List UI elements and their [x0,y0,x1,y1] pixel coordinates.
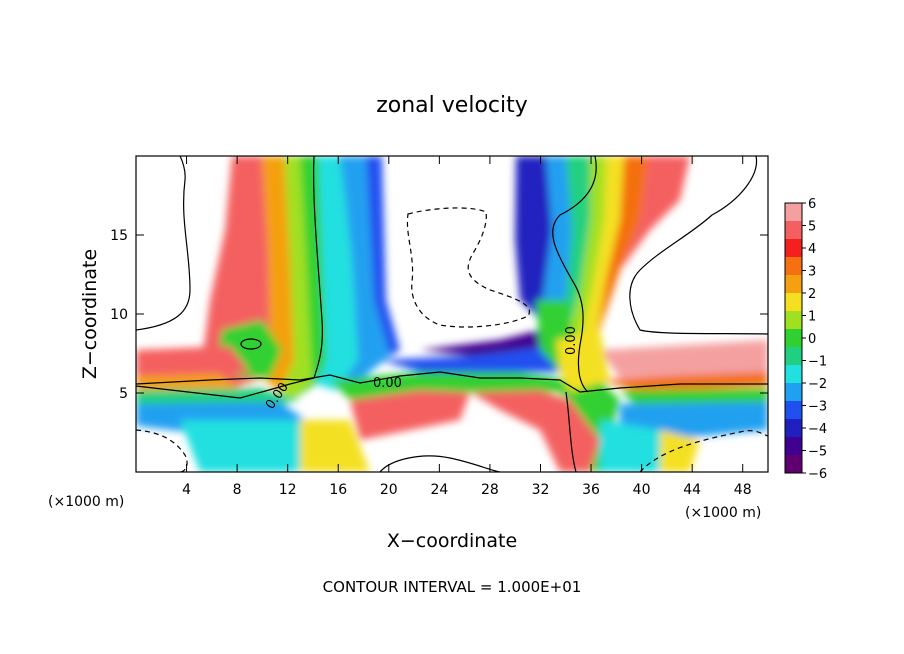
contour-zero-left [136,156,323,399]
contour-zero-right [552,156,597,393]
y-axis: 5 10 15 [110,228,768,402]
contour-small-loop [240,338,262,350]
colorbar-label: 6 [808,197,816,212]
colorbar-swatch [785,347,802,366]
x-tick-label: 44 [683,482,701,498]
y-tick-label: 5 [119,386,128,402]
y-axis-label: Z−coordinate [79,249,101,379]
colorbar-label: 4 [808,242,816,257]
colorbar-swatch [785,455,802,474]
shear-green-mid [330,372,560,400]
colorbar-swatch [785,239,802,258]
colorbar-label: 2 [808,287,816,302]
x-tick-label: 8 [233,482,242,498]
colorbar-label: 0 [808,332,816,347]
contour-bottom-left [136,429,188,472]
col-red [620,156,690,270]
contour-negative-center [406,207,530,328]
colorbar-label: 3 [808,265,816,280]
colorbar-swatch [785,329,802,348]
contour-zero-leftupper [136,156,191,331]
y-tick-label: 10 [110,307,128,323]
shear-blue-mid [380,346,560,372]
x-tick-label: 24 [430,482,448,498]
shear-cyan-right [600,420,660,472]
col-navy [515,156,552,320]
x-unit-right: (×1000 m) [685,505,761,521]
contour-zero-rightupper [629,156,768,335]
colorbar-label: 1 [808,310,816,325]
colorbar-swatch [785,365,802,384]
colorbar-swatch [785,419,802,438]
x-tick-label: 20 [380,482,398,498]
colorbar-swatch [785,383,802,402]
colorbar-label: −3 [808,400,827,415]
x-axis-label: X−coordinate [387,530,517,552]
contour-lines [136,156,768,472]
contour-zero-lower [565,391,577,472]
shear-pink-right [600,340,768,378]
shear-red-right [470,390,600,472]
shear-red-mid [350,390,470,440]
shear-yellow-right [660,430,700,472]
contour-bottom-right [639,430,768,472]
colorbar-label: −4 [808,422,827,437]
contour-label: 0.00 [564,326,579,355]
col-yellow [580,156,624,340]
shear-orange-left [136,374,240,392]
shear-cyan-low [180,420,320,472]
colorbar-swatch [785,293,802,312]
band-blue2 [366,156,400,356]
x-tick-label: 28 [481,482,499,498]
chart-title: zonal velocity [376,93,528,118]
x-tick-label: 32 [532,482,550,498]
band-green [280,156,312,400]
x-tick-label: 4 [182,482,191,498]
colorbar-swatch [785,275,802,294]
col-orange [596,156,648,340]
colorbar-label: −6 [808,467,827,482]
x-tick-label: 12 [279,482,297,498]
footer-note: CONTOUR INTERVAL = 1.000E+01 [323,578,582,596]
colorbar-swatch [785,221,802,240]
x-tick-label: 48 [734,482,752,498]
shear-yellow-low [300,420,370,472]
col-yellow-low [556,330,610,392]
shear-red-left [136,346,250,380]
colorbar-swatch [785,311,802,330]
y-tick-label: 15 [110,228,128,244]
contour-label: 0.00 [373,376,402,391]
x-tick-label: 36 [582,482,600,498]
colorbar-label: −5 [808,445,827,460]
col-green [566,156,606,340]
shear-purple-mid [420,330,556,356]
contour-bottom-mid [379,455,501,472]
band-green2 [292,156,326,400]
x-axis: 4 8 12 16 20 24 28 32 36 40 44 48 [182,156,752,498]
colorbar-label: 5 [808,220,816,235]
colorbar-swatch [785,401,802,420]
colorbar-label: −2 [808,377,827,392]
x-unit-left: (×1000 m) [48,494,124,510]
colorbar-swatch [785,257,802,276]
col-teal [556,156,590,340]
colorbar-swatch [785,203,802,222]
band-blue [336,156,390,390]
x-tick-label: 40 [633,482,651,498]
colorbar-label: −1 [808,355,827,370]
colorbar-swatch [785,437,802,456]
contour-zero-shear [136,371,768,393]
x-tick-label: 16 [329,482,347,498]
band-cyan [316,156,358,390]
colorbar: 6 5 4 3 2 1 0 −1 −2 −3 −4 −5 −6 [784,197,827,482]
